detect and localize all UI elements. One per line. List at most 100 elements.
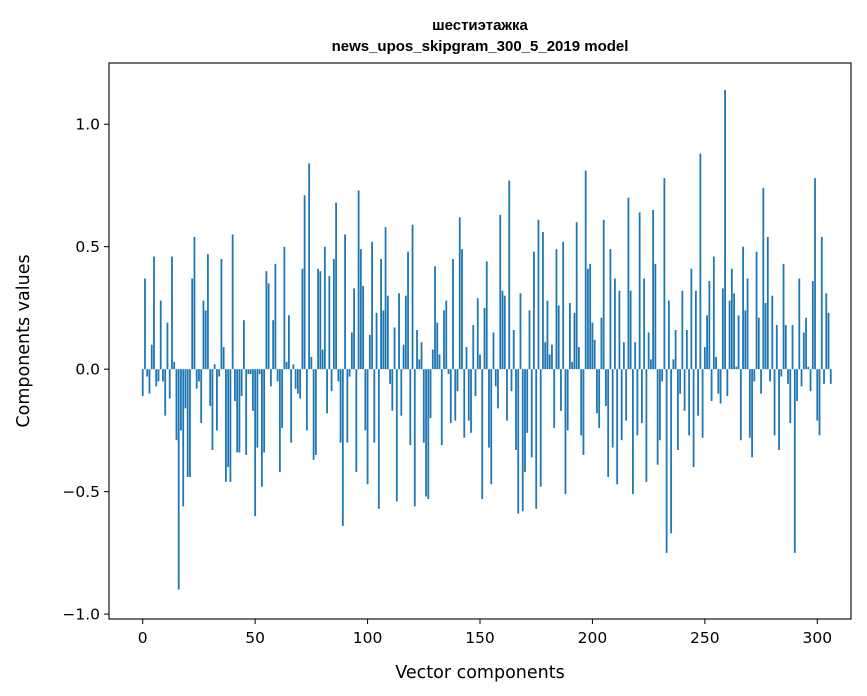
x-tick-label: 150 (465, 629, 495, 647)
bar-219 (634, 342, 637, 370)
bar-86 (335, 202, 337, 370)
bar-32 (213, 364, 216, 370)
bar-156 (492, 332, 495, 370)
bar-69 (296, 369, 299, 394)
bar-302 (820, 236, 823, 370)
bar-34 (218, 369, 221, 377)
bars-group (141, 89, 832, 590)
bar-228 (654, 263, 657, 370)
bar-4 (150, 344, 153, 370)
bar-196 (582, 369, 585, 455)
bar-226 (649, 359, 652, 370)
bar-35 (220, 258, 223, 370)
bar-244 (690, 268, 693, 370)
bar-227 (652, 209, 655, 370)
bar-300 (816, 369, 819, 421)
bar-188 (564, 369, 567, 495)
bar-206 (605, 369, 607, 406)
bar-23 (193, 236, 196, 370)
bar-20 (186, 369, 189, 477)
bar-149 (476, 298, 479, 370)
bar-100 (366, 369, 369, 485)
bar-174 (533, 251, 535, 370)
bar-61 (278, 369, 281, 473)
bar-231 (661, 369, 664, 382)
bar-161 (503, 295, 506, 370)
bar-267 (742, 246, 744, 370)
bar-66 (290, 369, 293, 443)
bar-31 (211, 369, 214, 450)
bar-51 (256, 369, 259, 448)
bar-183 (553, 369, 556, 428)
bar-92 (348, 369, 351, 377)
bar-184 (555, 249, 558, 370)
bar-253 (710, 369, 713, 402)
bar-141 (458, 217, 461, 370)
bar-93 (350, 332, 353, 370)
bar-105 (377, 369, 380, 509)
bar-207 (607, 369, 610, 477)
bar-198 (587, 268, 589, 370)
bar-2 (146, 369, 149, 377)
bar-25 (198, 369, 200, 382)
bar-80 (321, 349, 324, 370)
bar-269 (746, 278, 749, 370)
bar-127 (427, 369, 430, 499)
bar-104 (375, 312, 378, 370)
bar-37 (225, 369, 227, 482)
x-tick-label: 200 (578, 629, 608, 647)
x-axis: 0 50 100 150 200 250 300 (138, 619, 832, 647)
bar-152 (483, 307, 486, 370)
x-tick-label: 250 (690, 629, 720, 647)
bar-43 (238, 369, 241, 453)
bar-303 (823, 369, 825, 384)
bar-126 (425, 369, 427, 497)
bar-142 (461, 249, 463, 370)
bar-117 (404, 295, 407, 370)
bar-175 (535, 369, 538, 509)
bar-287 (787, 369, 789, 384)
bar-284 (780, 369, 783, 377)
bar-178 (542, 232, 544, 370)
bar-99 (364, 369, 367, 431)
bar-192 (573, 312, 576, 370)
bar-95 (355, 369, 358, 473)
bar-42 (236, 369, 239, 453)
bar-59 (274, 263, 277, 370)
bar-285 (782, 263, 785, 370)
chart-subtitle: news_upos_skipgram_300_5_2019 model (332, 38, 629, 55)
bar-180 (546, 300, 549, 370)
bar-254 (712, 256, 715, 370)
bar-218 (632, 369, 634, 495)
bar-116 (402, 344, 405, 370)
bar-39 (229, 369, 232, 482)
bar-277 (764, 303, 767, 370)
bar-271 (751, 369, 753, 458)
bar-305 (827, 312, 830, 370)
bar-56 (267, 283, 270, 370)
bar-57 (269, 369, 272, 387)
bar-266 (739, 369, 742, 441)
bar-194 (578, 347, 580, 370)
bar-171 (526, 369, 529, 433)
bar-283 (778, 369, 780, 450)
bar-119 (409, 369, 412, 446)
bar-13 (171, 256, 173, 370)
bar-301 (818, 369, 821, 436)
bar-47 (247, 369, 250, 375)
bar-280 (771, 295, 774, 370)
bar-140 (456, 369, 459, 392)
bar-12 (168, 369, 171, 399)
bar-170 (524, 369, 526, 473)
bar-177 (539, 369, 542, 487)
bar-162 (506, 369, 508, 421)
bar-74 (308, 163, 311, 370)
bar-62 (281, 369, 284, 428)
bar-223 (643, 278, 646, 370)
bar-113 (395, 369, 398, 502)
bar-30 (209, 369, 212, 406)
bar-169 (521, 369, 524, 512)
bar-82 (326, 369, 328, 414)
x-tick-label: 100 (353, 629, 383, 647)
